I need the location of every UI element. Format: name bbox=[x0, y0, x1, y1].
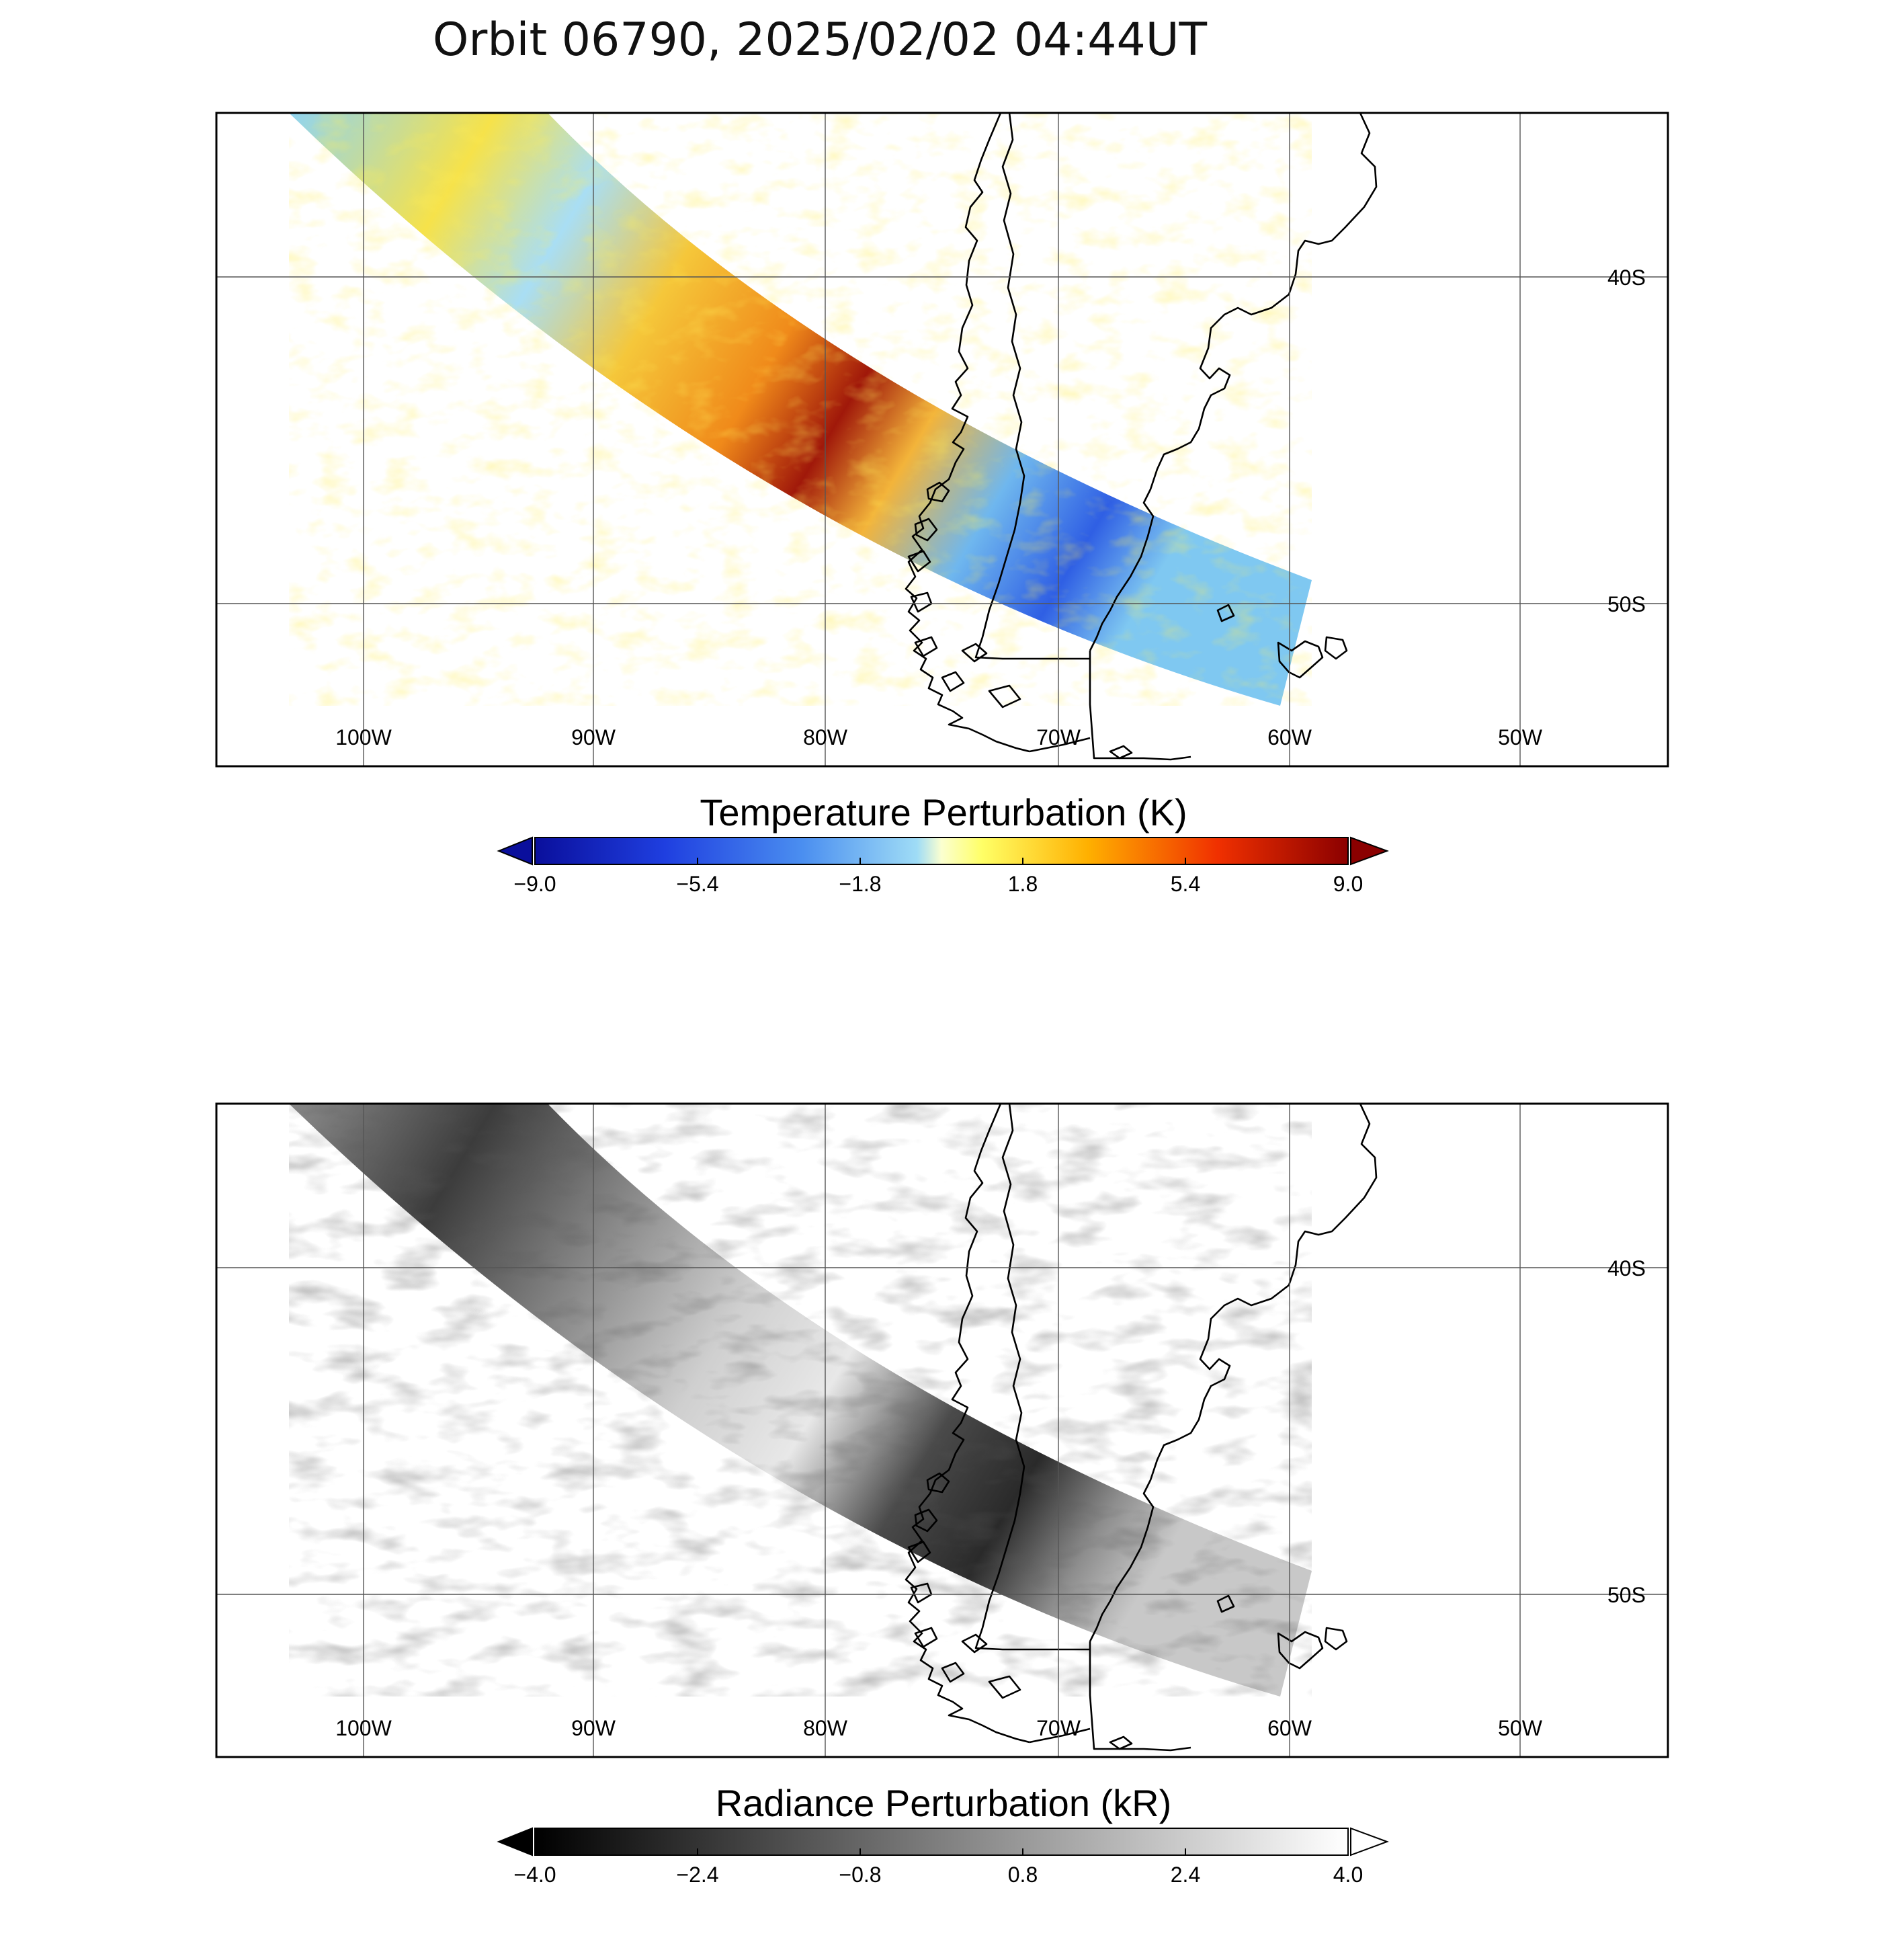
lon-tick-labels: 100W 90W 80W 70W 60W 50W bbox=[335, 725, 1542, 749]
colorbar-bar bbox=[534, 1828, 1349, 1856]
colorbar-tick-label: 9.0 bbox=[1333, 872, 1363, 896]
lon-tick-label: 50W bbox=[1498, 725, 1543, 749]
colorbar-title: Radiance Perturbation (kR) bbox=[716, 1782, 1172, 1824]
colorbar-tick-label: −1.8 bbox=[839, 872, 881, 896]
lon-tick-label: 60W bbox=[1267, 725, 1312, 749]
colorbar-max-arrow bbox=[1350, 1827, 1389, 1856]
lon-tick-labels: 100W 90W 80W 70W 60W 50W bbox=[335, 1716, 1542, 1740]
lon-tick-label: 50W bbox=[1498, 1716, 1543, 1740]
colorbar-tick-label: −4.0 bbox=[513, 1863, 556, 1887]
lat-tick-labels: 40S 50S bbox=[1607, 266, 1646, 616]
radiance-colorbar: Radiance Perturbation (kR) −4.0 −2.4 −0.… bbox=[497, 1782, 1389, 1887]
lat-tick-label: 50S bbox=[1607, 592, 1646, 616]
map-frame bbox=[215, 112, 1669, 768]
radiance-map-panel: 100W 90W 80W 70W 60W 50W 40S 50S bbox=[215, 1102, 1669, 1758]
lat-tick-label: 50S bbox=[1607, 1583, 1646, 1607]
lon-tick-label: 60W bbox=[1267, 1716, 1312, 1740]
graticule bbox=[216, 1104, 1668, 1757]
lat-tick-labels: 40S 50S bbox=[1607, 1256, 1646, 1607]
lon-tick-label: 70W bbox=[1036, 725, 1081, 749]
colorbar-tick-label: −0.8 bbox=[839, 1863, 881, 1887]
colorbar-tick-label: 1.8 bbox=[1008, 872, 1038, 896]
colorbar-tick-label: 5.4 bbox=[1171, 872, 1200, 896]
colorbar-title: Temperature Perturbation (K) bbox=[700, 791, 1187, 833]
lon-tick-label: 100W bbox=[335, 725, 392, 749]
colorbar-min-arrow bbox=[497, 836, 533, 866]
lon-tick-label: 100W bbox=[335, 1716, 392, 1740]
colorbar-tick-label: 0.8 bbox=[1008, 1863, 1038, 1887]
colorbar-tick-label: −5.4 bbox=[676, 872, 718, 896]
colorbar-bar bbox=[534, 837, 1349, 865]
lon-tick-label: 90W bbox=[571, 725, 616, 749]
lat-tick-label: 40S bbox=[1607, 1256, 1646, 1280]
map-frame bbox=[215, 1102, 1669, 1758]
lon-tick-label: 80W bbox=[803, 1716, 848, 1740]
temperature-map-panel: 100W 90W 80W 70W 60W 50W 40S 50S bbox=[215, 112, 1669, 768]
lat-tick-label: 40S bbox=[1607, 266, 1646, 290]
lon-tick-label: 70W bbox=[1036, 1716, 1081, 1740]
temperature-colorbar: Temperature Perturbation (K) −9.0 −5.4 −… bbox=[497, 791, 1389, 896]
figure-title: Orbit 06790, 2025/02/02 04:44UT bbox=[433, 13, 1208, 67]
colorbar-tick-label: 2.4 bbox=[1171, 1863, 1200, 1887]
colorbar-tick-label: −2.4 bbox=[676, 1863, 718, 1887]
lon-tick-label: 90W bbox=[571, 1716, 616, 1740]
colorbar-min-arrow bbox=[497, 1827, 533, 1856]
colorbar-max-arrow bbox=[1350, 836, 1389, 866]
colorbar-tick-label: −9.0 bbox=[513, 872, 556, 896]
colorbar-tick-label: 4.0 bbox=[1333, 1863, 1363, 1887]
lon-tick-label: 80W bbox=[803, 725, 848, 749]
graticule bbox=[216, 113, 1668, 766]
